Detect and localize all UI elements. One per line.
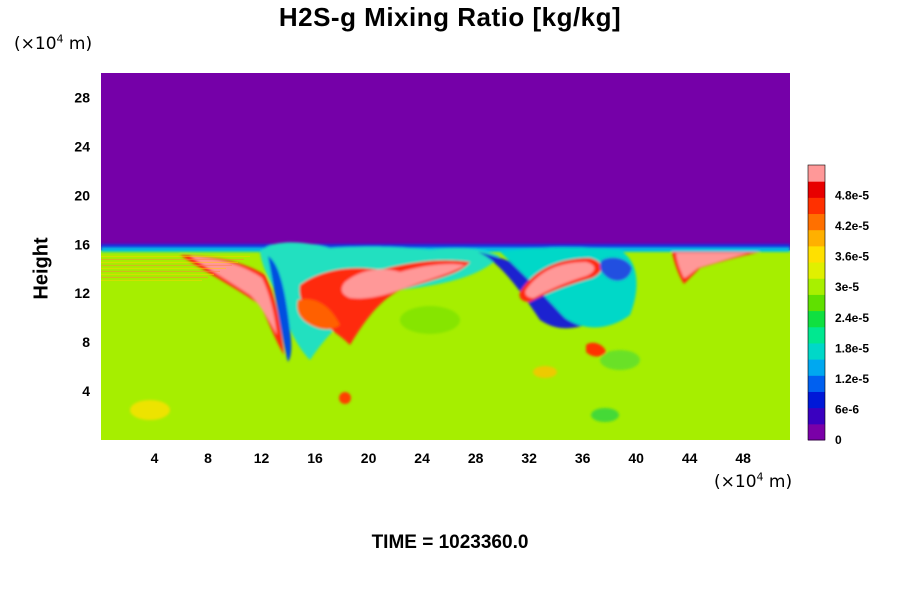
y-axis-unit: (×104 m) <box>14 32 93 54</box>
colorbar-segment <box>808 407 825 425</box>
colorbar-segment <box>808 423 825 441</box>
lower-swirl <box>400 306 460 334</box>
y-tick-label: 4 <box>82 383 90 399</box>
x-tick-label: 28 <box>468 450 484 466</box>
colorbar-tick-label: 4.8e-5 <box>835 189 869 203</box>
right-eddy-blue <box>600 257 632 281</box>
x-tick-label: 48 <box>735 450 751 466</box>
plot-area <box>101 73 790 440</box>
center-plume-pink <box>341 263 465 299</box>
left-funnel-blue <box>268 256 292 362</box>
colorbar-tick-label: 2.4e-5 <box>835 311 869 325</box>
colorbar-segment <box>808 165 825 182</box>
y-tick-label: 24 <box>74 138 90 154</box>
colorbar-tick-label: 1.8e-5 <box>835 341 869 355</box>
x-tick-label: 32 <box>521 450 537 466</box>
colorbar-tick-label: 3.6e-5 <box>835 250 869 264</box>
lower-plume-orange <box>297 299 340 330</box>
colorbar-segment <box>808 391 825 409</box>
colorbar-frame <box>807 164 826 441</box>
y-tick-label: 8 <box>82 334 90 350</box>
time-label: TIME = 1023360.0 <box>371 532 529 553</box>
lower-swirl <box>533 366 557 378</box>
colorbar-segment <box>808 278 825 295</box>
x-tick-label: 8 <box>204 450 212 466</box>
colorbar-segment <box>808 262 825 279</box>
chart-title: H2S-g Mixing Ratio [kg/kg] <box>278 2 622 32</box>
colorbar-segment <box>808 310 825 328</box>
x-tick-label: 44 <box>682 450 698 466</box>
right-spot-red <box>586 342 606 357</box>
colorbar-tick-label: 1.2e-5 <box>835 372 869 386</box>
field-upper-region <box>101 73 790 251</box>
colorbar-tick-label: 3e-5 <box>835 280 859 294</box>
colorbar-tick-label: 6e-6 <box>835 402 859 416</box>
colorbar-segment <box>808 229 825 247</box>
x-tick-label: 36 <box>575 450 591 466</box>
colorbar-tick-label: 4.2e-5 <box>835 219 869 233</box>
lower-swirl <box>130 400 170 420</box>
y-tick-label: 16 <box>74 236 90 252</box>
y-tick-label: 12 <box>74 285 90 301</box>
colorbar-segment <box>808 245 825 263</box>
x-tick-label: 4 <box>151 450 159 466</box>
colorbar-segment <box>808 326 825 344</box>
colorbar-segment <box>808 359 825 376</box>
colorbar-segment <box>808 375 825 392</box>
colorbar-segment <box>808 213 825 231</box>
far-right-lens-pink <box>676 253 748 278</box>
x-tick-label: 20 <box>361 450 377 466</box>
x-tick-label: 24 <box>414 450 430 466</box>
x-axis-ticks: 4 8 12 16 20 24 28 32 36 40 44 48 <box>151 450 752 466</box>
x-tick-label: 12 <box>254 450 270 466</box>
x-tick-label: 40 <box>628 450 644 466</box>
x-tick-label: 16 <box>307 450 323 466</box>
x-axis-unit: (×104 m) <box>714 470 793 492</box>
right-lens-pink <box>525 262 595 298</box>
y-axis-ticks: 4 8 12 16 20 24 28 <box>74 89 90 399</box>
left-plume-pink <box>190 256 277 335</box>
y-tick-label: 20 <box>74 187 90 203</box>
colorbar: 0 6e-6 1.2e-5 1.8e-5 2.4e-5 3e-5 3.6e-5 4.2e-5 4… <box>807 164 869 447</box>
interface-striping <box>101 255 250 281</box>
interface-fringe-dark <box>101 244 790 248</box>
lower-swirl <box>600 350 640 370</box>
lower-swirl <box>591 408 619 422</box>
colorbar-segment <box>808 197 825 215</box>
colorbar-segment <box>808 342 825 360</box>
lower-swirl <box>339 392 351 404</box>
colorbar-segment <box>808 181 825 198</box>
center-plume-red <box>299 260 470 345</box>
colorbar-tick-label: 0 <box>835 433 842 447</box>
colorbar-segment <box>808 294 825 312</box>
y-tick-label: 28 <box>74 89 90 105</box>
